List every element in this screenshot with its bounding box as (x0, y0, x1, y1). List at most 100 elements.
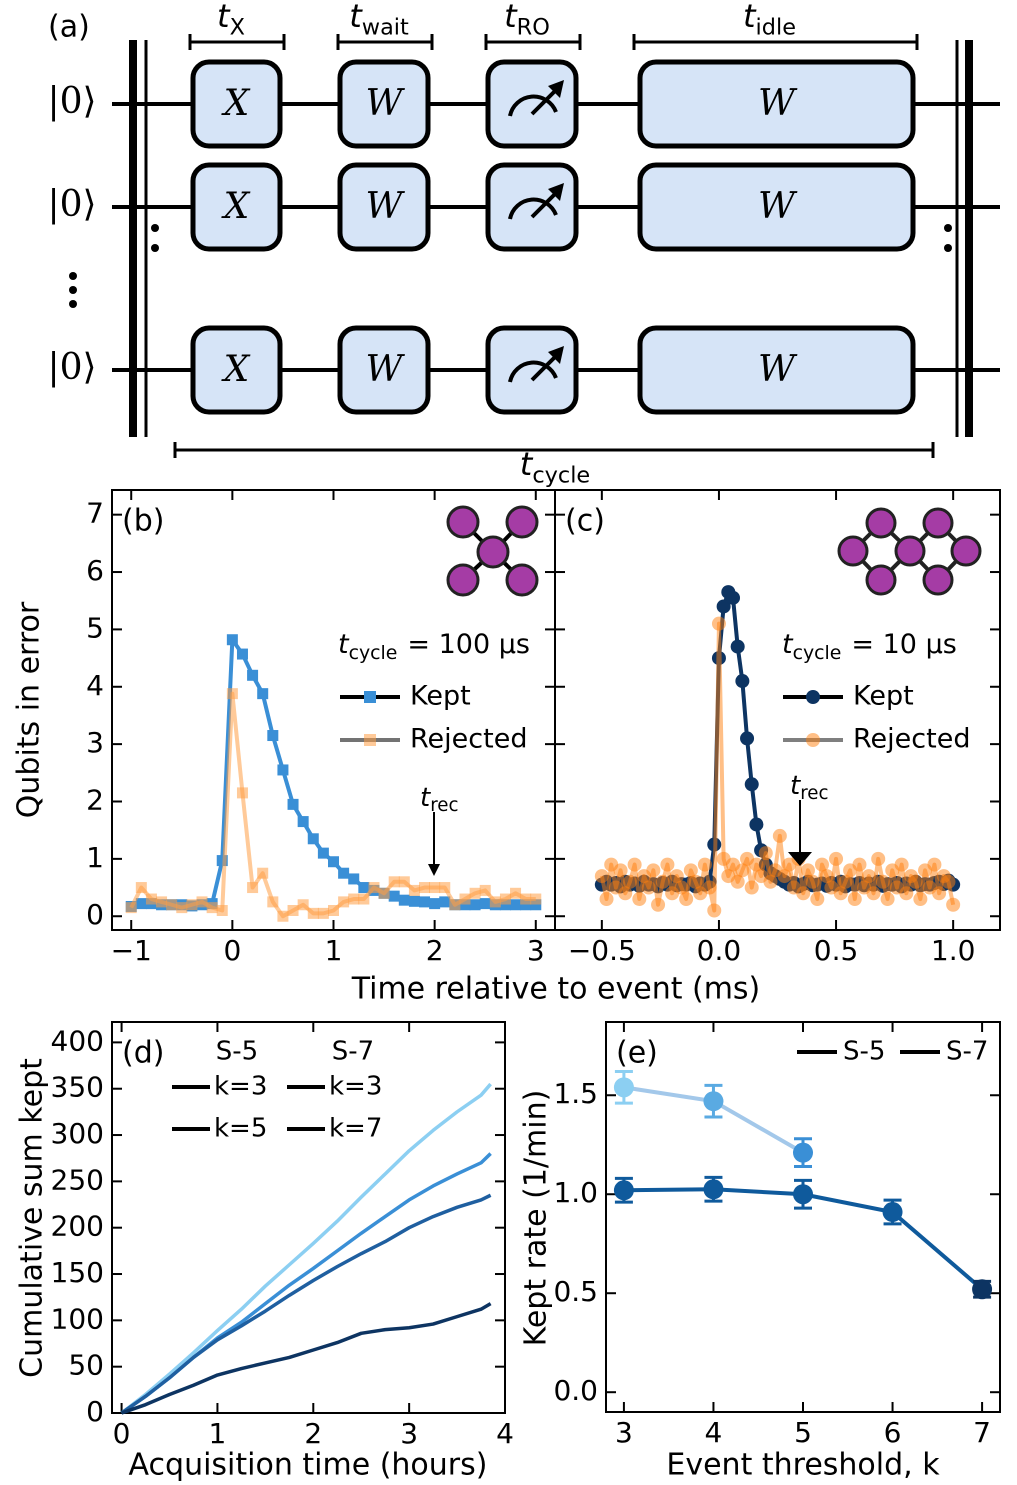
x-axis-label: Time relative to event (ms) (351, 972, 761, 1007)
time-label: tidle (743, 0, 796, 40)
marker (156, 896, 168, 908)
marker (810, 892, 825, 907)
marker (763, 874, 778, 889)
panel-label: (d) (122, 1036, 164, 1071)
annotation: tcycle = 10 µs (782, 629, 957, 664)
marker (735, 863, 750, 878)
marker (307, 833, 319, 845)
x-tick-label: −0.5 (568, 934, 636, 967)
time-label: tX (217, 0, 245, 40)
y-tick-label: 100 (51, 1302, 104, 1335)
marker (866, 886, 881, 901)
marker (972, 1279, 993, 1300)
marker (707, 903, 722, 918)
marker (338, 896, 350, 908)
marker (796, 886, 811, 901)
legend-label: k=3 (214, 1072, 267, 1102)
marker (793, 1184, 813, 1205)
time-label-sub: idle (756, 14, 796, 40)
marker (236, 787, 248, 799)
marker (510, 899, 522, 911)
annotation-base: t (338, 629, 350, 660)
time-label-base: t (217, 0, 231, 35)
marker (328, 904, 339, 916)
marker (744, 880, 759, 895)
qubit-state: |0⟩ (47, 347, 96, 388)
marker (257, 867, 269, 879)
time-label-sub: wait (362, 14, 409, 40)
gate-label: X (221, 83, 251, 124)
gate-box (190, 162, 283, 252)
y-axis-label: Cumulative sum kept (15, 1058, 50, 1378)
marker (388, 890, 400, 902)
marker (927, 857, 942, 872)
marker (711, 616, 726, 631)
inset-node (922, 507, 954, 539)
y-tick-label: 5 (86, 611, 104, 644)
x-tick-label: 0 (223, 934, 241, 967)
panel-label: (c) (565, 504, 605, 539)
marker (594, 869, 609, 884)
readout-icon (508, 197, 558, 220)
marker (740, 731, 755, 746)
gate-label: W (365, 349, 405, 390)
marker (829, 851, 844, 866)
time-label-base: t (504, 0, 518, 35)
marker (847, 892, 862, 907)
gate-box (637, 59, 916, 149)
y-axis-label: Kept rate (1/min) (519, 1090, 554, 1347)
y-tick-label: 300 (51, 1117, 104, 1150)
marker (660, 857, 675, 872)
annotation-base: t (782, 629, 794, 660)
inset-node (446, 563, 480, 597)
x-tick-label: 3 (615, 1416, 633, 1449)
plot-frame (605, 1021, 1001, 1413)
gate-label: W (758, 349, 798, 390)
inset-node (476, 535, 510, 569)
y-tick-label: 3 (86, 726, 104, 759)
ellipsis-dot (944, 224, 952, 232)
gate-box (190, 59, 283, 149)
marker (226, 634, 238, 646)
readout-icon (508, 360, 558, 383)
inset-node (505, 563, 539, 597)
y-tick-label: 6 (86, 554, 104, 587)
legend-label: Rejected (410, 724, 527, 755)
series-line (121, 1302, 492, 1415)
marker (651, 897, 666, 912)
marker (307, 907, 319, 919)
legend-label: Kept (410, 681, 471, 712)
readout-needle (530, 352, 560, 382)
time-label-base: t (743, 0, 757, 35)
y-tick-label: 4 (86, 669, 104, 702)
marker (703, 1179, 724, 1200)
marker (317, 907, 329, 919)
marker (358, 882, 370, 894)
marker (135, 898, 147, 910)
marker (618, 886, 633, 901)
marker (749, 857, 764, 872)
marker (941, 874, 956, 889)
legend-label: k=7 (329, 1114, 382, 1144)
legend-label: Kept (853, 681, 914, 712)
time-label: twait (349, 0, 409, 40)
marker (669, 869, 684, 884)
marker (510, 887, 522, 899)
readout-icon (508, 94, 558, 117)
recovery-label: trec (420, 783, 458, 816)
gate-box (337, 59, 431, 149)
readout-arrow (548, 346, 564, 364)
marker (388, 876, 400, 888)
marker (744, 777, 759, 792)
y-tick-label: 0.0 (553, 1374, 598, 1407)
y-tick-label: 50 (68, 1349, 104, 1382)
annotation: tcycle = 100 µs (338, 629, 530, 664)
panel-label: (a) (48, 10, 90, 45)
marker (777, 869, 792, 884)
marker (882, 1202, 903, 1223)
readout-arrow (548, 183, 564, 201)
annotation-sub: cycle (793, 642, 842, 664)
marker (196, 896, 208, 908)
marker (348, 873, 360, 885)
